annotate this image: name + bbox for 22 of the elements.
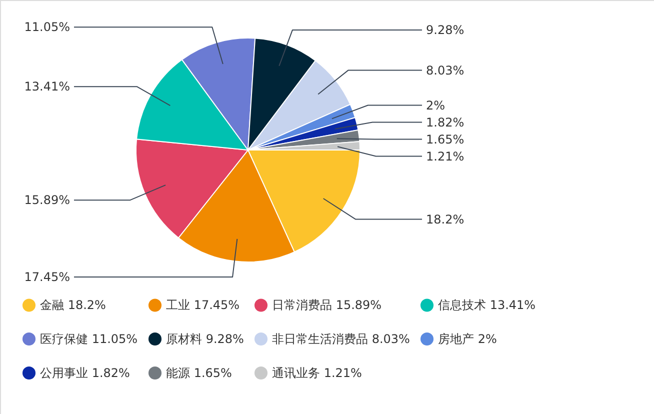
data-label: 2% (426, 98, 446, 112)
legend-label: 医疗保健 11.05% (40, 332, 138, 346)
legend-label: 工业 17.45% (166, 298, 240, 312)
legend-label: 信息技术 13.41% (438, 298, 536, 312)
legend-label: 日常消费品 15.89% (272, 298, 382, 312)
data-label: 1.65% (426, 132, 464, 146)
legend-label: 通讯业务 1.21% (272, 366, 362, 380)
legend-label: 能源 1.65% (166, 366, 232, 380)
legend-label: 金融 18.2% (40, 298, 106, 312)
legend-label: 房地产 2% (438, 332, 497, 346)
data-label: 9.28% (426, 22, 464, 37)
data-label: 17.45% (24, 270, 70, 284)
legend-label: 原材料 9.28% (166, 332, 244, 346)
data-label: 8.03% (426, 63, 464, 78)
data-label: 1.82% (426, 115, 464, 130)
data-label: 15.89% (24, 193, 70, 208)
data-label: 18.2% (426, 212, 464, 226)
legend-label: 公用事业 1.82% (40, 366, 130, 380)
data-label: 1.21% (426, 149, 464, 164)
data-label: 13.41% (24, 80, 70, 94)
data-label: 11.05% (24, 20, 70, 34)
legend-label: 非日常生活消费品 8.03% (272, 332, 410, 346)
